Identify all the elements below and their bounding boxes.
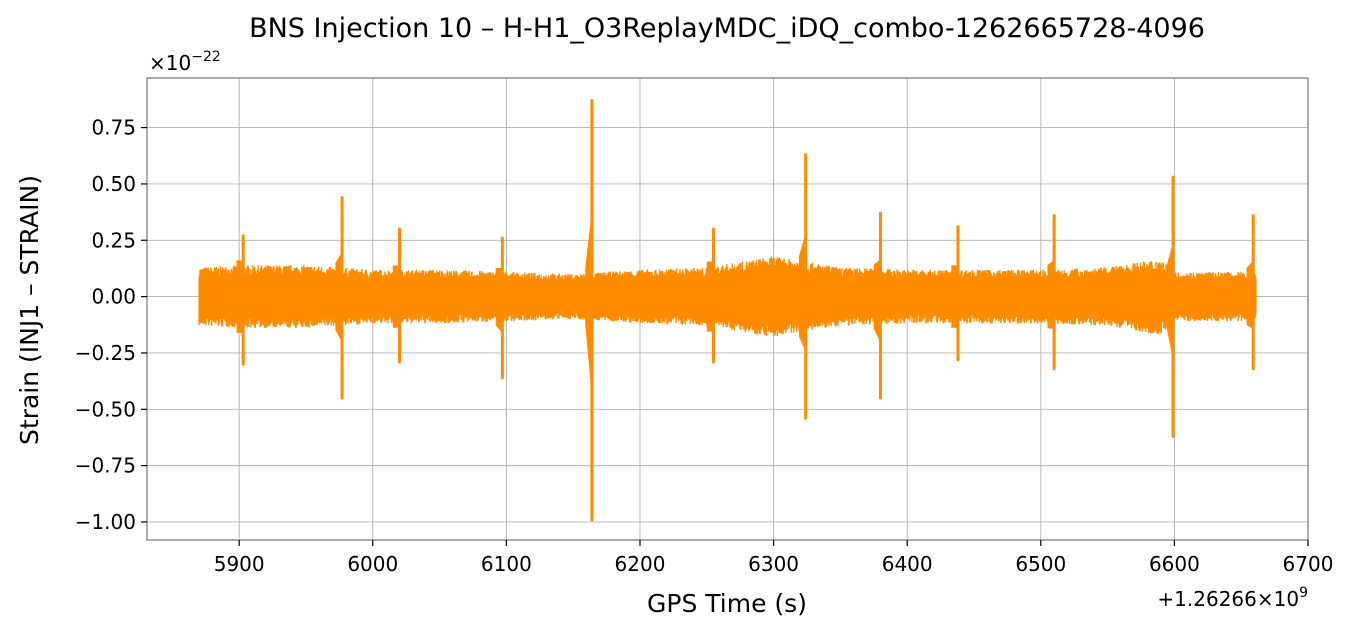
x-offset-prefix: +1.26266×10 bbox=[1157, 587, 1299, 611]
plot-frame bbox=[146, 77, 1309, 541]
x-tick-label: 6300 bbox=[748, 552, 799, 576]
strain-chirp bbox=[798, 232, 806, 352]
y-tick-label: 0.25 bbox=[91, 228, 136, 252]
x-axis-ticks: 5900 6000 6100 6200 6300 6400 6500 6600 6700 bbox=[214, 540, 1334, 576]
x-tick-label: 6500 bbox=[1015, 552, 1066, 576]
strain-chirp bbox=[873, 259, 881, 343]
strain-chirp bbox=[1047, 260, 1055, 330]
strain-chirp bbox=[335, 251, 343, 343]
y-axis-label: Strain (INJ1 – STRAIN) bbox=[15, 175, 44, 445]
y-tick-label: −0.25 bbox=[75, 341, 136, 365]
x-tick-label: 5900 bbox=[214, 552, 265, 576]
x-tick-label: 6400 bbox=[882, 552, 933, 576]
x-tick-label: 6700 bbox=[1283, 552, 1334, 576]
chart-title: BNS Injection 10 – H-H1_O3ReplayMDC_iDQ_… bbox=[249, 13, 1205, 44]
y-scale-prefix: ×10 bbox=[149, 51, 191, 75]
y-tick-label: −0.50 bbox=[75, 397, 136, 421]
strain-chirp bbox=[236, 260, 244, 333]
series-strain bbox=[198, 99, 1257, 522]
strain-chirp bbox=[706, 261, 714, 332]
strain-chirp bbox=[585, 208, 592, 398]
strain-chirp bbox=[495, 267, 503, 334]
y-scale-exponent: −22 bbox=[191, 49, 221, 65]
strain-chirp bbox=[392, 265, 400, 328]
x-tick-label: 6200 bbox=[615, 552, 666, 576]
y-axis-ticks: 0.75 0.50 0.25 0.00 −0.25 −0.50 −0.75 −1.00 bbox=[75, 116, 147, 534]
y-tick-label: 0.00 bbox=[91, 285, 136, 309]
x-tick-label: 6600 bbox=[1149, 552, 1200, 576]
y-tick-label: −0.75 bbox=[75, 454, 136, 478]
strain-chirp bbox=[951, 265, 958, 328]
x-offset-text: +1.26266×109 bbox=[1157, 585, 1308, 611]
strain-noise-trace bbox=[198, 256, 1257, 336]
x-tick-label: 6000 bbox=[347, 552, 398, 576]
x-axis-label: GPS Time (s) bbox=[647, 589, 807, 618]
y-tick-label: 0.50 bbox=[91, 172, 136, 196]
strain-chirp bbox=[1166, 242, 1174, 360]
x-tick-label: 6100 bbox=[481, 552, 532, 576]
strain-chirp bbox=[1246, 260, 1254, 330]
y-tick-label: 0.75 bbox=[91, 116, 136, 140]
y-scale-factor: ×10−22 bbox=[149, 49, 221, 75]
x-offset-exponent: 9 bbox=[1299, 585, 1308, 601]
y-tick-label: −1.00 bbox=[75, 510, 136, 534]
